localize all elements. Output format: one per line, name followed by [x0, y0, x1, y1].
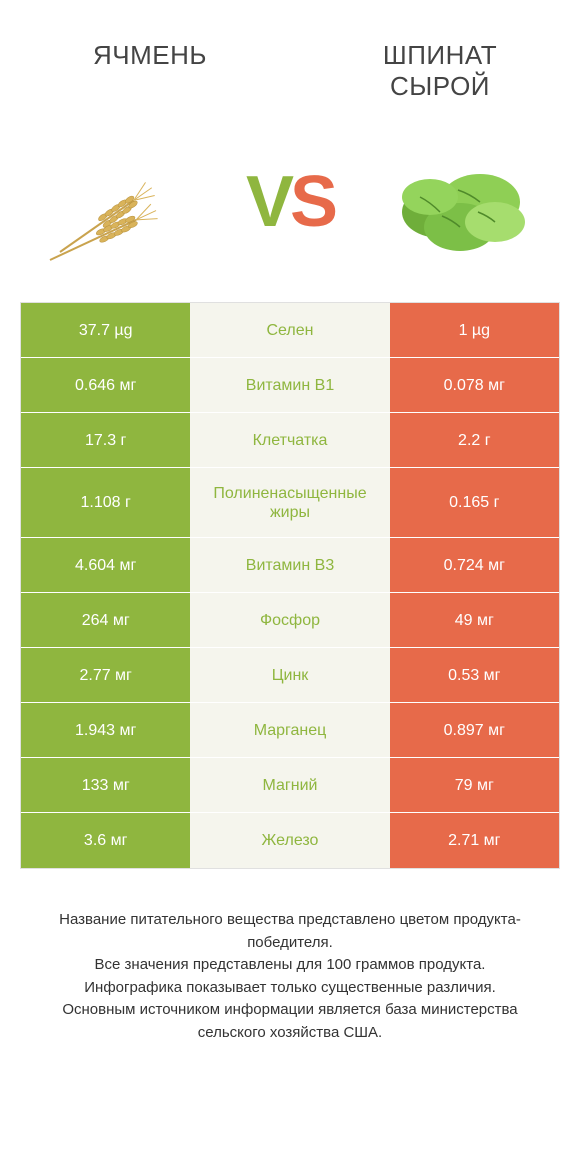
title-left: ЯЧМЕНЬ: [40, 40, 240, 102]
table-row: 4.604 мгВитамин B30.724 мг: [21, 538, 559, 593]
vs-label: VS: [246, 161, 334, 243]
footer-line: Основным источником информации является …: [30, 999, 550, 1044]
table-row: 2.77 мгЦинк0.53 мг: [21, 648, 559, 703]
footer-line: Инфографика показывает только существенн…: [30, 977, 550, 1000]
table-row: 1.943 мгМарганец0.897 мг: [21, 703, 559, 758]
value-left: 37.7 µg: [21, 303, 190, 357]
nutrient-table: 37.7 µgСелен1 µg0.646 мгВитамин B10.078 …: [20, 302, 560, 869]
nutrient-label: Марганец: [190, 703, 389, 757]
table-row: 1.108 гПолиненасыщенные жиры0.165 г: [21, 468, 559, 538]
value-right: 1 µg: [390, 303, 559, 357]
image-row: VS: [0, 112, 580, 302]
table-row: 133 мгМагний79 мг: [21, 758, 559, 813]
title-right: ШПИНАТ СЫРОЙ: [340, 40, 540, 102]
value-right: 0.897 мг: [390, 703, 559, 757]
value-left: 17.3 г: [21, 413, 190, 467]
nutrient-label: Полиненасыщенные жиры: [190, 468, 389, 537]
value-left: 4.604 мг: [21, 538, 190, 592]
table-row: 3.6 мгЖелезо2.71 мг: [21, 813, 559, 868]
footer-line: Все значения представлены для 100 граммо…: [30, 954, 550, 977]
value-left: 1.943 мг: [21, 703, 190, 757]
nutrient-label: Магний: [190, 758, 389, 812]
header: ЯЧМЕНЬ ШПИНАТ СЫРОЙ: [0, 0, 580, 112]
nutrient-label: Железо: [190, 813, 389, 868]
value-left: 1.108 г: [21, 468, 190, 537]
value-right: 2.2 г: [390, 413, 559, 467]
vs-v: V: [246, 162, 290, 242]
table-row: 37.7 µgСелен1 µg: [21, 303, 559, 358]
value-right: 2.71 мг: [390, 813, 559, 868]
spinach-illustration: [360, 132, 560, 272]
table-row: 264 мгФосфор49 мг: [21, 593, 559, 648]
value-right: 79 мг: [390, 758, 559, 812]
nutrient-label: Витамин B1: [190, 358, 389, 412]
value-left: 2.77 мг: [21, 648, 190, 702]
value-right: 0.724 мг: [390, 538, 559, 592]
nutrient-label: Цинк: [190, 648, 389, 702]
footer-notes: Название питательного вещества представл…: [30, 909, 550, 1044]
barley-illustration: [20, 132, 220, 272]
nutrient-label: Селен: [190, 303, 389, 357]
value-left: 0.646 мг: [21, 358, 190, 412]
value-right: 49 мг: [390, 593, 559, 647]
value-left: 133 мг: [21, 758, 190, 812]
nutrient-label: Клетчатка: [190, 413, 389, 467]
value-right: 0.165 г: [390, 468, 559, 537]
value-left: 264 мг: [21, 593, 190, 647]
nutrient-label: Фосфор: [190, 593, 389, 647]
footer-line: Название питательного вещества представл…: [30, 909, 550, 954]
nutrient-label: Витамин B3: [190, 538, 389, 592]
value-right: 0.53 мг: [390, 648, 559, 702]
table-row: 17.3 гКлетчатка2.2 г: [21, 413, 559, 468]
table-row: 0.646 мгВитамин B10.078 мг: [21, 358, 559, 413]
vs-s: S: [290, 162, 334, 242]
value-right: 0.078 мг: [390, 358, 559, 412]
value-left: 3.6 мг: [21, 813, 190, 868]
